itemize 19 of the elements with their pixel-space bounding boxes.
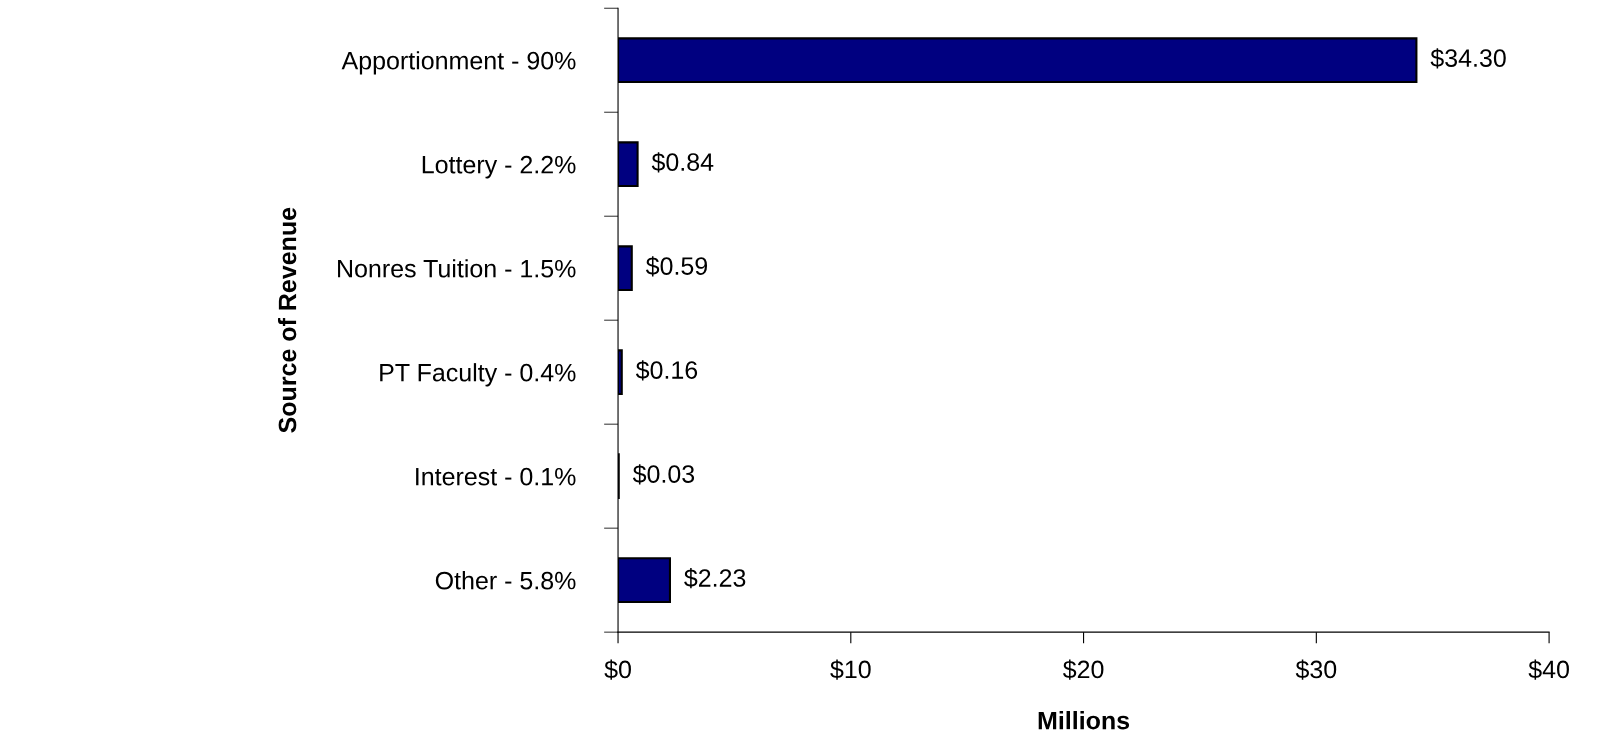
data-label: $34.30 bbox=[1430, 48, 1506, 69]
y-axis-title: Source of Revenue bbox=[277, 207, 297, 433]
data-label: $0.16 bbox=[635, 360, 698, 381]
x-tick-label: $30 bbox=[1295, 659, 1337, 680]
y-tick-label: Nonres Tuition - 1.5% bbox=[338, 259, 576, 278]
x-axis-title: Millions bbox=[1038, 711, 1130, 730]
x-tick-label: $40 bbox=[1528, 659, 1569, 680]
y-tick-label: Other - 5.8% bbox=[435, 571, 576, 590]
x-tick-label: $10 bbox=[830, 659, 871, 680]
data-label: $2.23 bbox=[684, 568, 746, 589]
x-tick-label: $0 bbox=[604, 659, 631, 680]
y-tick-label: PT Faculty - 0.4% bbox=[380, 363, 576, 387]
data-label: $0.03 bbox=[632, 464, 695, 485]
data-label: $0.59 bbox=[645, 256, 708, 277]
y-tick-label: Lottery - 2.2% bbox=[422, 155, 576, 179]
y-tick-label: Apportionment - 90% bbox=[341, 51, 576, 75]
y-tick-label: Interest - 0.1% bbox=[416, 467, 576, 486]
x-tick-label: $20 bbox=[1062, 659, 1104, 680]
data-label: $0.84 bbox=[651, 152, 714, 173]
